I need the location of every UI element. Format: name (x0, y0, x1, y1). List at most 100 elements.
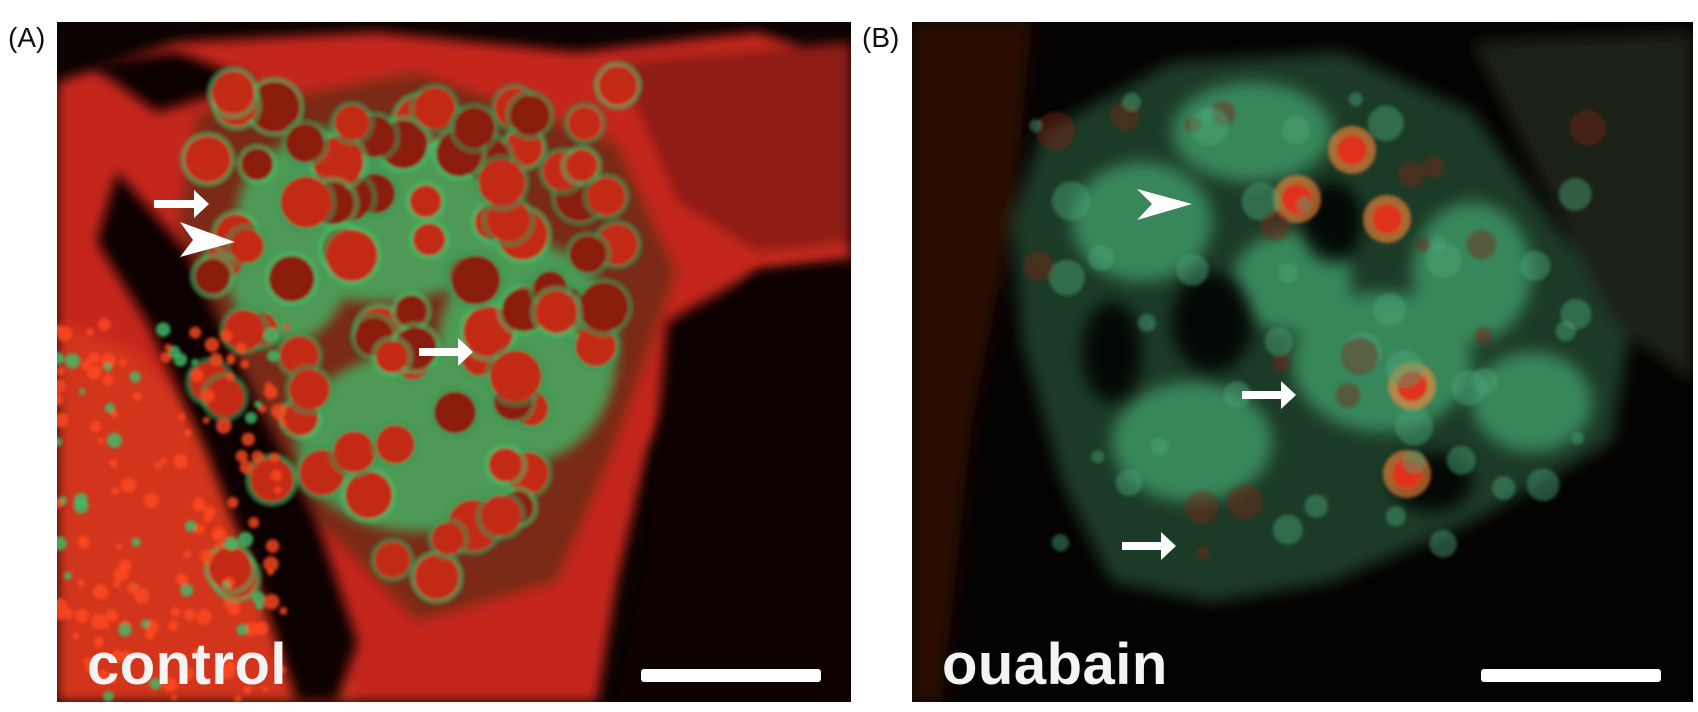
granule (74, 492, 88, 507)
granule (110, 410, 119, 419)
granule (182, 667, 195, 680)
granule (279, 419, 287, 426)
granule (90, 613, 107, 630)
granule (132, 391, 143, 402)
neuron-cell (1337, 135, 1367, 165)
granule (103, 362, 113, 372)
granule (239, 460, 254, 475)
granule (243, 685, 252, 695)
tissue-patch (1526, 468, 1560, 502)
tissue-patch (1227, 484, 1263, 520)
granule (183, 550, 191, 558)
granule (240, 359, 250, 369)
granule (216, 542, 224, 550)
tissue-patch (1091, 450, 1105, 464)
neuron-cell (598, 65, 638, 106)
granule (245, 411, 258, 424)
neuron-cell (249, 81, 300, 133)
granule (126, 582, 139, 595)
granule (57, 610, 66, 621)
granule (271, 403, 287, 419)
granule (254, 400, 262, 409)
tissue-patch (1151, 437, 1169, 456)
granule (154, 461, 163, 470)
granule (274, 486, 282, 494)
granule (109, 459, 118, 468)
granule (97, 318, 111, 332)
tissue-patch (1035, 111, 1076, 151)
neuron-cell (334, 105, 370, 141)
neuron-cell (326, 229, 378, 282)
granule (267, 568, 274, 576)
granule (168, 620, 179, 631)
neuron-cells-ouabain (1023, 92, 1606, 560)
tissue-patch (1200, 108, 1216, 124)
neuron-cell (569, 235, 607, 273)
granule (111, 487, 120, 495)
granule (133, 588, 150, 604)
granule (95, 670, 110, 684)
granule (192, 648, 203, 659)
granule (120, 651, 134, 664)
granule (173, 454, 188, 469)
neuron-cell (414, 554, 460, 600)
granule (72, 632, 80, 640)
granule (269, 452, 280, 463)
neuron-cell (480, 495, 522, 536)
granule (209, 352, 223, 366)
granule (102, 374, 114, 386)
granule (77, 579, 85, 588)
tissue-patch (1395, 407, 1434, 446)
tissue-patch (1176, 253, 1209, 286)
tissue-patch (1571, 431, 1585, 445)
granule (173, 352, 188, 367)
micrograph-control-image (57, 22, 851, 702)
tissue-patch (1029, 118, 1043, 132)
granule (219, 663, 235, 680)
granule (234, 695, 242, 702)
neuron-cell (587, 177, 626, 216)
granule (118, 359, 127, 367)
tissue-patch (1430, 235, 1447, 252)
granule (116, 543, 123, 550)
granule (83, 657, 92, 666)
neuron-cell (375, 340, 409, 373)
granule (164, 343, 172, 351)
neuron-cell (489, 350, 542, 402)
neuron-cell (1372, 204, 1402, 234)
tissue-patch (1260, 210, 1291, 241)
granule (57, 413, 69, 428)
neuron-cell (345, 471, 393, 519)
granule (160, 457, 168, 464)
tissue-patch (1137, 313, 1156, 332)
tissue-patch (1278, 263, 1298, 283)
granule (82, 359, 91, 368)
granule (104, 402, 116, 414)
granule (177, 413, 186, 421)
arrow-icon (1122, 532, 1176, 560)
granule (236, 623, 249, 636)
granule (279, 606, 288, 615)
tissue-patch (1241, 182, 1280, 221)
granule (97, 437, 104, 445)
tissue-patch (1466, 229, 1497, 260)
granule (278, 666, 286, 674)
tissue-patch (1264, 327, 1294, 356)
granule (235, 449, 248, 463)
neuron-cell (208, 546, 252, 590)
tissue-patch (1051, 533, 1070, 552)
neuron-cell (478, 159, 526, 206)
neuron-cell (223, 310, 265, 351)
tissue-patch (1272, 514, 1303, 545)
granule (143, 492, 160, 509)
granule (251, 450, 264, 464)
granule (57, 325, 72, 342)
tissue-patch (1558, 177, 1592, 211)
granule (109, 675, 117, 684)
tissue-patch (1051, 181, 1091, 221)
granule (120, 477, 136, 493)
arrow-icon (1242, 381, 1296, 409)
scale-bar (1481, 669, 1661, 682)
condition-caption-control: control (87, 632, 288, 697)
tissue-patch (1398, 160, 1425, 188)
